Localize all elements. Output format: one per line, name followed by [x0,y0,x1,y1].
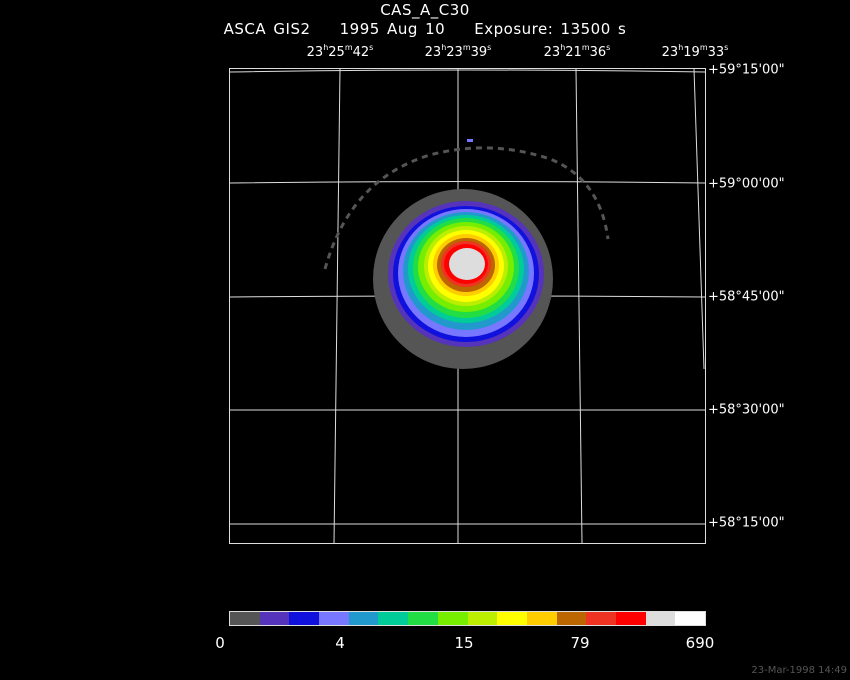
colorbar-swatch [289,612,320,625]
small-source [467,139,473,142]
dec-tick-label: +59°00'00" [708,176,785,192]
colorbar-swatch [437,612,468,625]
colorbar-swatch [526,612,557,625]
colorbar-tick: 4 [335,634,345,652]
xray-image [230,69,705,543]
ra-tick-label: 23h21m36s [543,43,611,61]
colorbar-swatch [675,612,705,625]
colorbar-swatch [230,612,260,625]
dec-tick-label: +58°15'00" [708,515,785,531]
timestamp: 23-Mar-1998 14:49 [751,665,847,676]
colorbar-swatch [348,612,379,625]
colorbar-swatch [408,612,438,625]
colorbar-swatch [259,612,290,625]
ra-tick-label: 23h19m33s [661,43,729,61]
colorbar-swatch [586,612,616,625]
colorbar-swatch [615,612,646,625]
image-frame[interactable] [229,68,706,544]
image-title: CAS_A_C30 [380,1,470,19]
colorbar-tick: 79 [570,634,590,652]
colorbar-swatch [645,612,676,625]
colorbar-swatch [497,612,527,625]
ra-tick-label: 23h23m39s [424,43,492,61]
colorbar-swatch [378,612,409,625]
colorbar-tick: 15 [454,634,474,652]
dec-tick-label: +59°15'00" [708,62,785,78]
observation-date: 1995 Aug 10 [339,20,446,38]
dec-tick-label: +58°30'00" [708,402,785,418]
exposure-label: Exposure: 13500 s [474,20,627,38]
instrument-label: ASCA GIS2 [223,20,311,38]
colorbar [229,611,706,626]
dec-tick-label: +58°45'00" [708,289,785,305]
ra-tick-label: 23h25m42s [306,43,374,61]
colorbar-swatch [556,612,587,625]
colorbar-tick: 0 [215,634,225,652]
colorbar-tick: 690 [685,634,715,652]
colorbar-swatch [467,612,498,625]
colorbar-swatch [319,612,349,625]
source-emission [373,189,553,369]
image-subtitle: ASCA GIS2 1995 Aug 10 Exposure: 13500 s [0,20,850,38]
